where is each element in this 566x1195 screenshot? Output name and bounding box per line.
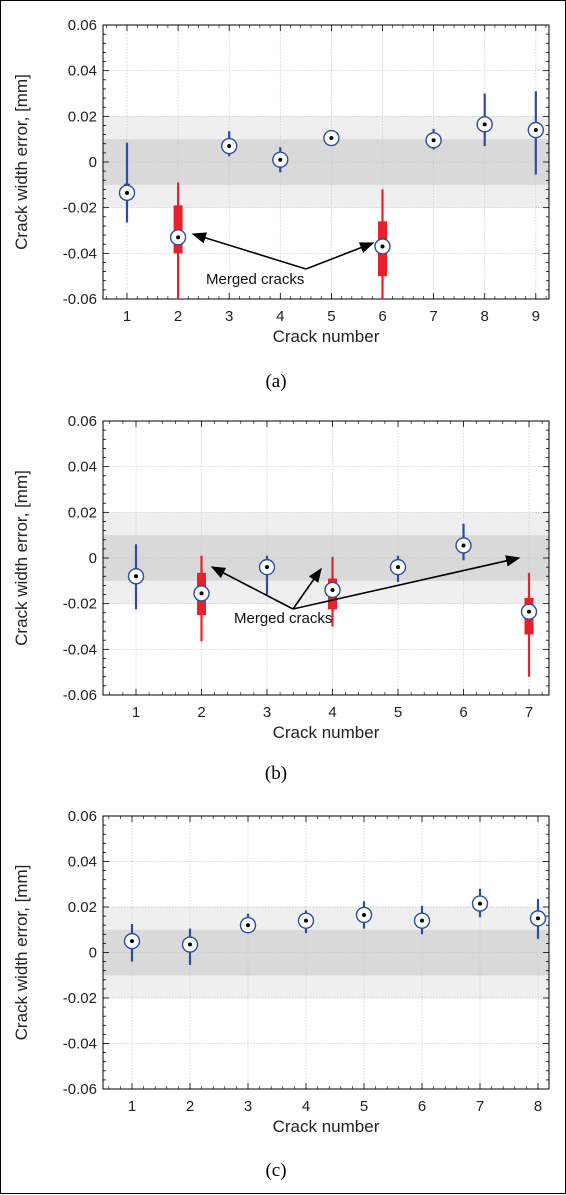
x-tick-label: 2 [197, 704, 205, 721]
y-tick-label: 0.02 [68, 108, 97, 125]
y-tick-label: -0.06 [63, 687, 97, 704]
median-dot [330, 587, 335, 592]
y-tick-label: 0.04 [68, 854, 97, 871]
y-tick-label: -0.02 [63, 200, 97, 217]
median-dot [227, 144, 232, 149]
annotation-arrow [292, 567, 322, 610]
y-tick-label: -0.06 [63, 1081, 97, 1098]
annotation-arrow [305, 242, 375, 270]
y-tick-label: -0.04 [63, 1036, 97, 1053]
chart-panel-3: 0.06 0.04 0.02 0 -0.02 -0.04 -0.06 1 2 3 4 5 6 7 8 Crac… [12, 808, 550, 1181]
median-dot [304, 918, 308, 923]
median-dot [536, 916, 540, 921]
median-dot [125, 190, 129, 195]
x-tick-label: 4 [328, 704, 336, 721]
y-tick-label: 0.04 [68, 459, 97, 476]
median-dot [420, 918, 424, 923]
x-tick-label: 6 [459, 704, 467, 721]
y-tick-label: 0.02 [68, 899, 97, 916]
median-dot [176, 235, 181, 240]
median-dot [246, 923, 250, 928]
y-tick-label: 0 [89, 154, 97, 171]
y-tick-label: -0.04 [63, 245, 97, 262]
x-tick-label: 3 [225, 308, 233, 325]
y-tick-label: 0.06 [68, 413, 97, 430]
y-tick-label: -0.04 [63, 641, 97, 658]
x-tick-label: 3 [244, 1098, 252, 1115]
annotation-arrow [191, 232, 307, 270]
panel-caption: (b) [265, 763, 287, 784]
y-tick-label: 0.06 [68, 808, 97, 825]
annotation-arrow [292, 555, 521, 610]
y-tick-label: -0.06 [63, 291, 97, 308]
y-tick-label: 0.06 [68, 17, 97, 34]
median-dot [461, 543, 466, 548]
y-tick-label: 0 [89, 550, 97, 567]
annotation-text: Merged cracks [206, 271, 304, 288]
median-dot [134, 574, 138, 579]
annotation-text: Merged cracks [234, 610, 332, 627]
panel-caption: (c) [265, 1160, 286, 1181]
x-tick-label: 7 [429, 308, 437, 325]
panel-caption: (a) [265, 371, 286, 392]
x-tick-label: 2 [186, 1098, 194, 1115]
median-dot [362, 912, 366, 917]
x-axis-title: Crack number [273, 723, 380, 742]
x-tick-label: 6 [378, 308, 386, 325]
median-dot [329, 136, 334, 141]
y-tick-label: -0.02 [63, 990, 97, 1007]
y-axis-title: Crack width error, [mm] [12, 470, 31, 646]
median-dot [396, 565, 400, 570]
x-tick-label: 6 [418, 1098, 426, 1115]
x-tick-label: 1 [123, 308, 131, 325]
median-dot [533, 128, 538, 133]
annotation-arrow [210, 566, 294, 610]
median-dot [265, 565, 269, 570]
median-dot [527, 609, 531, 614]
y-tick-label: -0.02 [63, 596, 97, 613]
x-tick-label: 1 [132, 704, 140, 721]
x-tick-label: 7 [476, 1098, 484, 1115]
median-dot [478, 901, 482, 906]
median-dot [482, 122, 487, 127]
x-tick-label: 8 [481, 308, 489, 325]
y-tick-label: 0.04 [68, 63, 97, 80]
median-dot [188, 942, 192, 947]
x-tick-label: 5 [360, 1098, 368, 1115]
x-tick-label: 8 [534, 1098, 542, 1115]
median-dot [130, 939, 134, 944]
y-axis-title: Crack width error, [mm] [12, 74, 31, 250]
y-axis-title: Crack width error, [mm] [12, 865, 31, 1041]
y-tick-label: 0 [89, 945, 97, 962]
median-dot [380, 244, 385, 249]
x-tick-label: 3 [263, 704, 271, 721]
x-tick-label: 5 [394, 704, 402, 721]
x-tick-label: 4 [276, 308, 284, 325]
x-tick-label: 2 [174, 308, 182, 325]
chart-panel-1: 0.06 0.04 0.02 0 -0.02 -0.04 -0.06 1 2 3 4 5 6 7 8 9 Cra… [12, 17, 550, 392]
x-tick-label: 5 [327, 308, 335, 325]
x-tick-label: 1 [128, 1098, 136, 1115]
median-dot [278, 157, 283, 162]
y-tick-label: 0.02 [68, 504, 97, 521]
median-dot [431, 138, 436, 143]
median-dot [199, 591, 204, 596]
x-tick-label: 7 [525, 704, 533, 721]
x-axis-title: Crack number [273, 1117, 380, 1136]
x-tick-label: 4 [302, 1098, 310, 1115]
x-axis-title: Crack number [273, 327, 380, 346]
x-tick-label: 9 [532, 308, 540, 325]
chart-panel-2: 0.06 0.04 0.02 0 -0.02 -0.04 -0.06 1 2 3 4 5 6 7 Crack… [12, 413, 550, 784]
